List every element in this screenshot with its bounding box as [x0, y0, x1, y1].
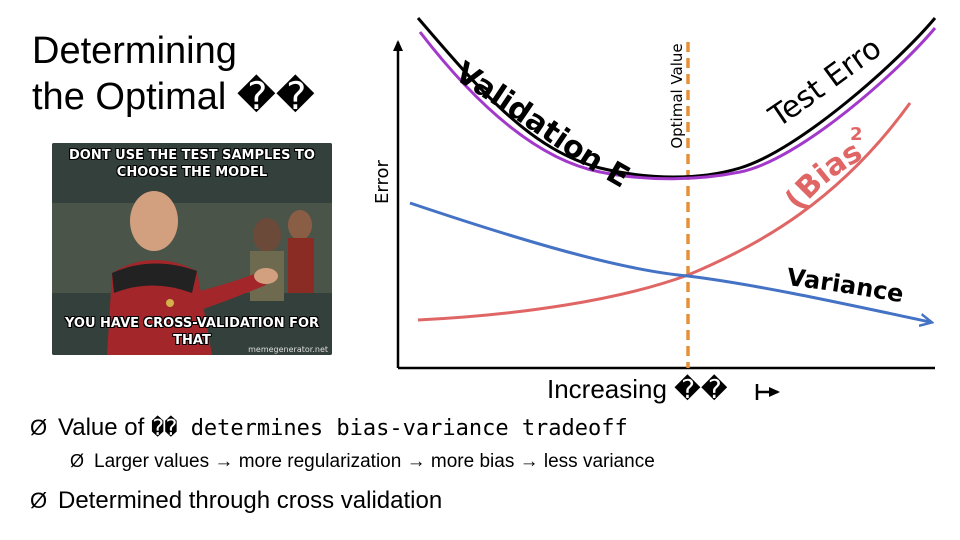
- right-arrow-icon: →: [214, 451, 234, 472]
- bullet-value-of: Ø Value of �� determines bias-variance tr…: [30, 414, 628, 442]
- optimal-value-label: Optimal Value: [668, 43, 686, 148]
- x-axis-label: Increasing ��: [547, 374, 728, 404]
- sub-bullet-part-3: more bias: [430, 451, 515, 472]
- variance-label: Variance: [785, 263, 905, 308]
- bullet-marker-icon: Ø: [30, 415, 48, 440]
- bullet-marker-icon: Ø: [30, 488, 48, 513]
- validation-error-curve: [418, 27, 937, 181]
- meme-scene: [52, 143, 332, 355]
- bullet-larger-values: Ø Larger values → more regularization → m…: [70, 451, 655, 473]
- sub-bullet-part-2: more regularization: [238, 451, 402, 472]
- bias-exponent: 2: [850, 124, 863, 145]
- meme-image: DONT USE THE TEST SAMPLES TO CHOOSE THE …: [52, 143, 332, 355]
- meme-top-text: DONT USE THE TEST SAMPLES TO CHOOSE THE …: [69, 148, 315, 180]
- right-arrow-icon: →: [406, 451, 426, 472]
- test-error-label: Test Error: [0, 0, 888, 135]
- sub-bullet-part-4: less variance: [543, 451, 655, 472]
- bullet-cross-validation: Ø Determined through cross validation: [30, 487, 442, 515]
- sub-bullet-part-1: Larger values: [94, 451, 210, 472]
- test-error-curve: [416, 17, 937, 179]
- validation-error-label: Validation Error: [0, 0, 635, 195]
- title-line-2: the Optimal ��: [32, 76, 315, 118]
- bias-label: (Bias): [0, 0, 868, 217]
- bullet-marker-icon: Ø: [70, 451, 85, 471]
- slide-title: Determining the Optimal ��: [32, 28, 315, 120]
- bullet-1-mono: �� determines bias-variance tradeoff: [150, 416, 628, 441]
- meme-bottom-text: YOU HAVE CROSS-VALIDATION FOR THAT: [64, 316, 320, 348]
- bullet-1-prefix: Value of: [58, 414, 151, 441]
- right-arrow-icon: →: [519, 451, 539, 472]
- title-line-1: Determining: [32, 30, 237, 72]
- bullet-3-text: Determined through cross validation: [58, 487, 443, 514]
- variance-curve: [409, 201, 930, 322]
- meme-watermark: memegenerator.net: [248, 345, 328, 354]
- y-axis-label: Error: [372, 159, 393, 203]
